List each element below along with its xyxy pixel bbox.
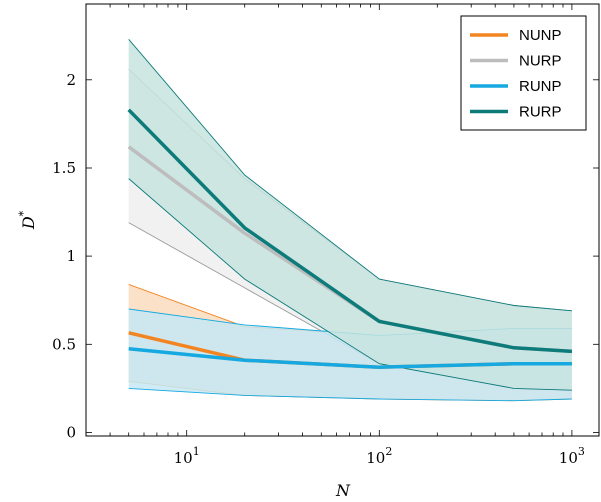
y-tick-label: 2: [66, 71, 76, 89]
legend-label-runp: RUNP: [519, 78, 562, 95]
axis-ticks: [85, 4, 599, 436]
band-rurp: [128, 39, 572, 391]
band-lower-runp: [128, 387, 572, 402]
legend-label-nunp: NUNP: [519, 27, 562, 44]
y-tick-label: 0: [66, 424, 76, 442]
series-lines: [127, 108, 573, 369]
x-tick-exponent: 1: [193, 445, 200, 458]
x-tick-base: 10: [174, 449, 193, 467]
y-tick-label: 0.5: [52, 335, 76, 353]
band-upper-rurp: [128, 39, 572, 312]
plot-frame: [85, 3, 600, 437]
x-tick-exponent: 3: [578, 445, 585, 458]
x-tick-exponent: 2: [385, 445, 392, 458]
series-line-runp: [128, 346, 572, 369]
x-tick-base: 10: [366, 449, 385, 467]
y-tick-label: 1.5: [52, 159, 76, 177]
legend: NUNP NURP RUNP RURP: [460, 15, 587, 131]
x-axis-label: N: [335, 481, 351, 500]
x-tick-label: 101: [174, 445, 200, 467]
y-tick-label: 1: [66, 247, 76, 265]
confidence-bands: [128, 39, 572, 402]
legend-label-rurp: RURP: [519, 104, 562, 121]
x-tick-label: 102: [366, 445, 392, 467]
band-lower-rurp: [128, 178, 572, 391]
series-line-rurp: [127, 108, 573, 354]
x-tick-label: 103: [559, 445, 585, 467]
y-axis-label: D*: [17, 210, 38, 230]
x-tick-base: 10: [559, 449, 578, 467]
legend-label-nurp: NURP: [519, 53, 562, 70]
